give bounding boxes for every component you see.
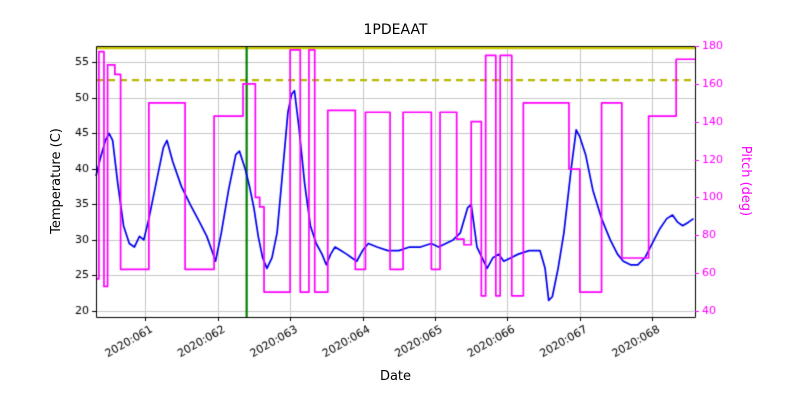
chart-title: 1PDEAAT <box>363 22 428 38</box>
right-y-axis-label: Pitch (deg) <box>738 145 753 217</box>
left-y-axis-label: Temperature (C) <box>49 128 64 234</box>
x-axis-label: Date <box>379 369 412 384</box>
